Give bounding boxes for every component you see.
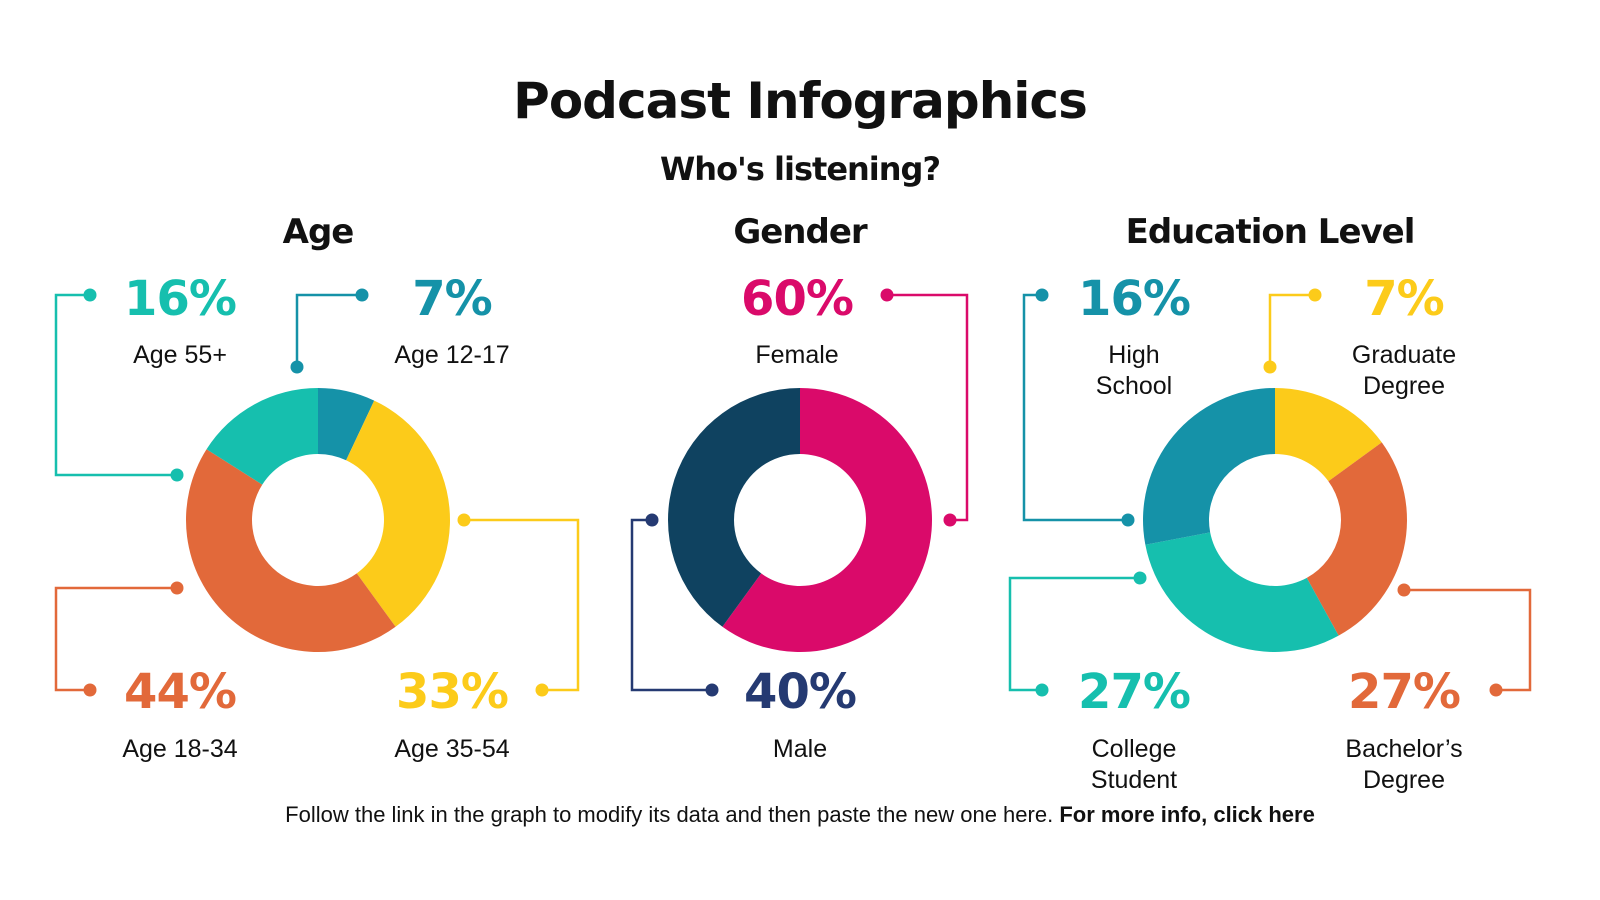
connector-dot-gender-male-0 <box>645 513 659 527</box>
connector-dot-education-level-college-student-0 <box>1133 571 1147 585</box>
category-label-age-age-12-17: Age 12-17 <box>394 341 510 369</box>
page-title: Podcast Infographics <box>513 72 1088 130</box>
pct-label-age-age-55: 16% <box>124 271 237 327</box>
connector-dot-age-age-18-34-1 <box>83 683 97 697</box>
connector-dot-education-level-graduate-degree-1 <box>1263 360 1277 374</box>
connector-dot-gender-male-1 <box>705 683 719 697</box>
section-title-age: Age <box>282 212 355 252</box>
connector-dot-education-level-high-school-0 <box>1035 288 1049 302</box>
donut-education-level <box>1143 388 1407 652</box>
slice-age-age-35-54 <box>346 400 450 627</box>
connector-dot-age-age-55-0 <box>83 288 97 302</box>
category-label-education-level-college-student: College Student <box>1090 735 1178 794</box>
slice-education-level-bachelor-s-degree <box>1306 442 1407 636</box>
category-label-age-age-35-54: Age 35-54 <box>394 735 510 763</box>
connector-dot-age-age-12-17-1 <box>290 360 304 374</box>
connector-dot-education-level-college-student-1 <box>1035 683 1049 697</box>
category-label-education-level-bachelor-s-degree: Bachelor’s Degree <box>1345 735 1463 794</box>
pct-label-age-age-35-54: 33% <box>396 664 509 720</box>
connector-gender-female <box>887 293 969 522</box>
section-title-gender: Gender <box>733 212 867 252</box>
slice-education-level-high-school <box>1143 388 1275 545</box>
pct-label-gender-female: 60% <box>741 271 854 327</box>
category-label-gender-female: Female <box>755 341 839 369</box>
donut-gender <box>668 388 933 652</box>
connector-age-age-55 <box>54 293 177 477</box>
connector-dot-education-level-graduate-degree-0 <box>1308 288 1322 302</box>
slice-gender-male <box>668 388 800 627</box>
pct-label-education-level-bachelor-s-degree: 27% <box>1348 664 1461 720</box>
pct-label-education-level-high-school: 16% <box>1078 271 1191 327</box>
pct-label-education-level-college-student: 27% <box>1078 664 1191 720</box>
category-label-gender-male: Male <box>772 735 828 763</box>
pct-label-age-age-12-17: 7% <box>412 271 493 327</box>
connector-age-age-12-17 <box>295 293 362 367</box>
category-label-education-level-high-school: High School <box>1095 341 1173 400</box>
footer: Follow the link in the graph to modify i… <box>0 802 1600 828</box>
connector-dot-age-age-35-54-0 <box>457 513 471 527</box>
slice-gender-female <box>722 388 933 652</box>
more-info-link[interactable]: For more info, click here <box>1059 802 1315 827</box>
category-label-age-age-18-34: Age 18-34 <box>122 735 238 763</box>
connector-dot-age-age-35-54-1 <box>535 683 549 697</box>
connector-age-age-18-34 <box>54 586 177 692</box>
connector-education-level-graduate-degree <box>1268 293 1315 367</box>
slice-age-age-55 <box>206 388 318 485</box>
donut-age <box>186 388 450 652</box>
pct-label-age-age-18-34: 44% <box>124 664 237 720</box>
connector-education-level-high-school <box>1022 293 1128 522</box>
slice-age-age-12-17 <box>318 388 375 461</box>
category-label-education-level-graduate-degree: Graduate Degree <box>1351 341 1457 400</box>
connector-gender-male <box>630 518 712 692</box>
slice-education-level-graduate-degree <box>1275 388 1382 482</box>
section-title-education-level: Education Level <box>1125 212 1416 252</box>
connector-dot-age-age-18-34-0 <box>170 581 184 595</box>
footer-text: Follow the link in the graph to modify i… <box>285 802 1054 827</box>
connector-dot-gender-female-1 <box>943 513 957 527</box>
connector-dot-education-level-high-school-1 <box>1121 513 1135 527</box>
pct-label-education-level-graduate-degree: 7% <box>1364 271 1445 327</box>
connector-dot-education-level-bachelor-s-degree-0 <box>1397 583 1411 597</box>
category-label-age-age-55: Age 55+ <box>133 341 227 369</box>
connector-dot-education-level-bachelor-s-degree-1 <box>1489 683 1503 697</box>
connector-dot-age-age-12-17-0 <box>355 288 369 302</box>
connector-education-level-bachelor-s-degree <box>1404 588 1532 692</box>
connector-education-level-college-student <box>1008 576 1140 692</box>
connector-dot-gender-female-0 <box>880 288 894 302</box>
connector-age-age-35-54 <box>464 518 580 692</box>
slice-education-level-college-student <box>1145 532 1339 652</box>
pct-label-gender-male: 40% <box>744 664 857 720</box>
connector-dot-age-age-55-1 <box>170 468 184 482</box>
slice-age-age-18-34 <box>186 449 396 652</box>
page-subtitle: Who's listening? <box>659 150 941 188</box>
